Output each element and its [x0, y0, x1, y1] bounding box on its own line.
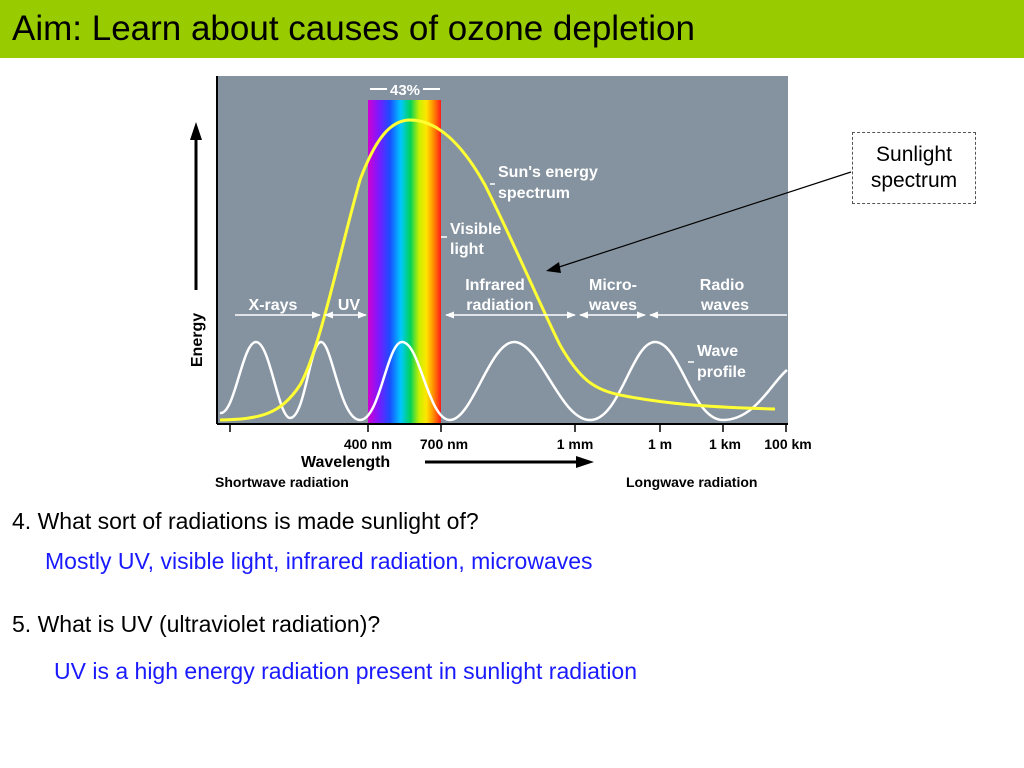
page-title: Aim: Learn about causes of ozone depleti…: [12, 9, 695, 48]
y-axis-label: Energy: [189, 313, 206, 367]
annotation-wave-2: profile: [697, 364, 746, 381]
annotation-wave-1: Wave: [697, 343, 738, 360]
spectrum-diagram: 43% Energy X-rays UV Infrared radiation …: [180, 70, 830, 495]
sun-energy-curve: [219, 118, 776, 422]
question-5: 5. What is UV (ultraviolet radiation)?: [12, 611, 381, 637]
callout-box: Sunlight spectrum: [852, 132, 976, 204]
visible-band: [368, 100, 441, 424]
callout-line-2: spectrum: [870, 169, 958, 192]
tick-label-100km: 100 km: [764, 436, 811, 452]
answer-4: Mostly UV, visible light, infrared radia…: [45, 548, 593, 574]
tick-label-1mm: 1 mm: [557, 436, 594, 452]
title-bar: Aim: Learn about causes of ozone depleti…: [0, 0, 1024, 58]
shortwave-label: Shortwave radiation: [215, 474, 349, 490]
band-label-micro-2: waves: [588, 297, 637, 314]
band-label-infrared-2: radiation: [466, 297, 534, 314]
spectrum-svg: 43% Energy X-rays UV Infrared radiation …: [189, 76, 812, 490]
answer-5: UV is a high energy radiation present in…: [54, 658, 638, 684]
longwave-label: Longwave radiation: [626, 474, 757, 490]
band-label-infrared-1: Infrared: [465, 277, 525, 294]
tick-label-400nm: 400 nm: [344, 436, 392, 452]
band-label-micro-1: Micro-: [589, 277, 637, 294]
energy-arrow-head: [190, 122, 202, 140]
wavelength-arrow-head: [576, 456, 594, 468]
percent-label: 43%: [390, 82, 420, 99]
tick-label-1km: 1 km: [709, 436, 741, 452]
wave-profile-curve: [219, 340, 788, 422]
tick-label-700nm: 700 nm: [420, 436, 468, 452]
annotation-sun-2: spectrum: [498, 185, 570, 202]
band-label-uv: UV: [338, 297, 361, 314]
callout-line-1: Sunlight: [876, 143, 952, 166]
annotation-sun-1: Sun's energy: [498, 164, 598, 181]
x-axis-label: Wavelength: [301, 454, 390, 471]
band-label-radio-2: waves: [700, 297, 749, 314]
band-label-xrays: X-rays: [249, 297, 298, 314]
question-4: 4. What sort of radiations is made sunli…: [12, 508, 479, 534]
tick-label-1m: 1 m: [648, 436, 672, 452]
annotation-visible-1: Visible: [450, 221, 501, 238]
annotation-visible-2: light: [450, 241, 484, 258]
band-label-radio-1: Radio: [700, 277, 745, 294]
